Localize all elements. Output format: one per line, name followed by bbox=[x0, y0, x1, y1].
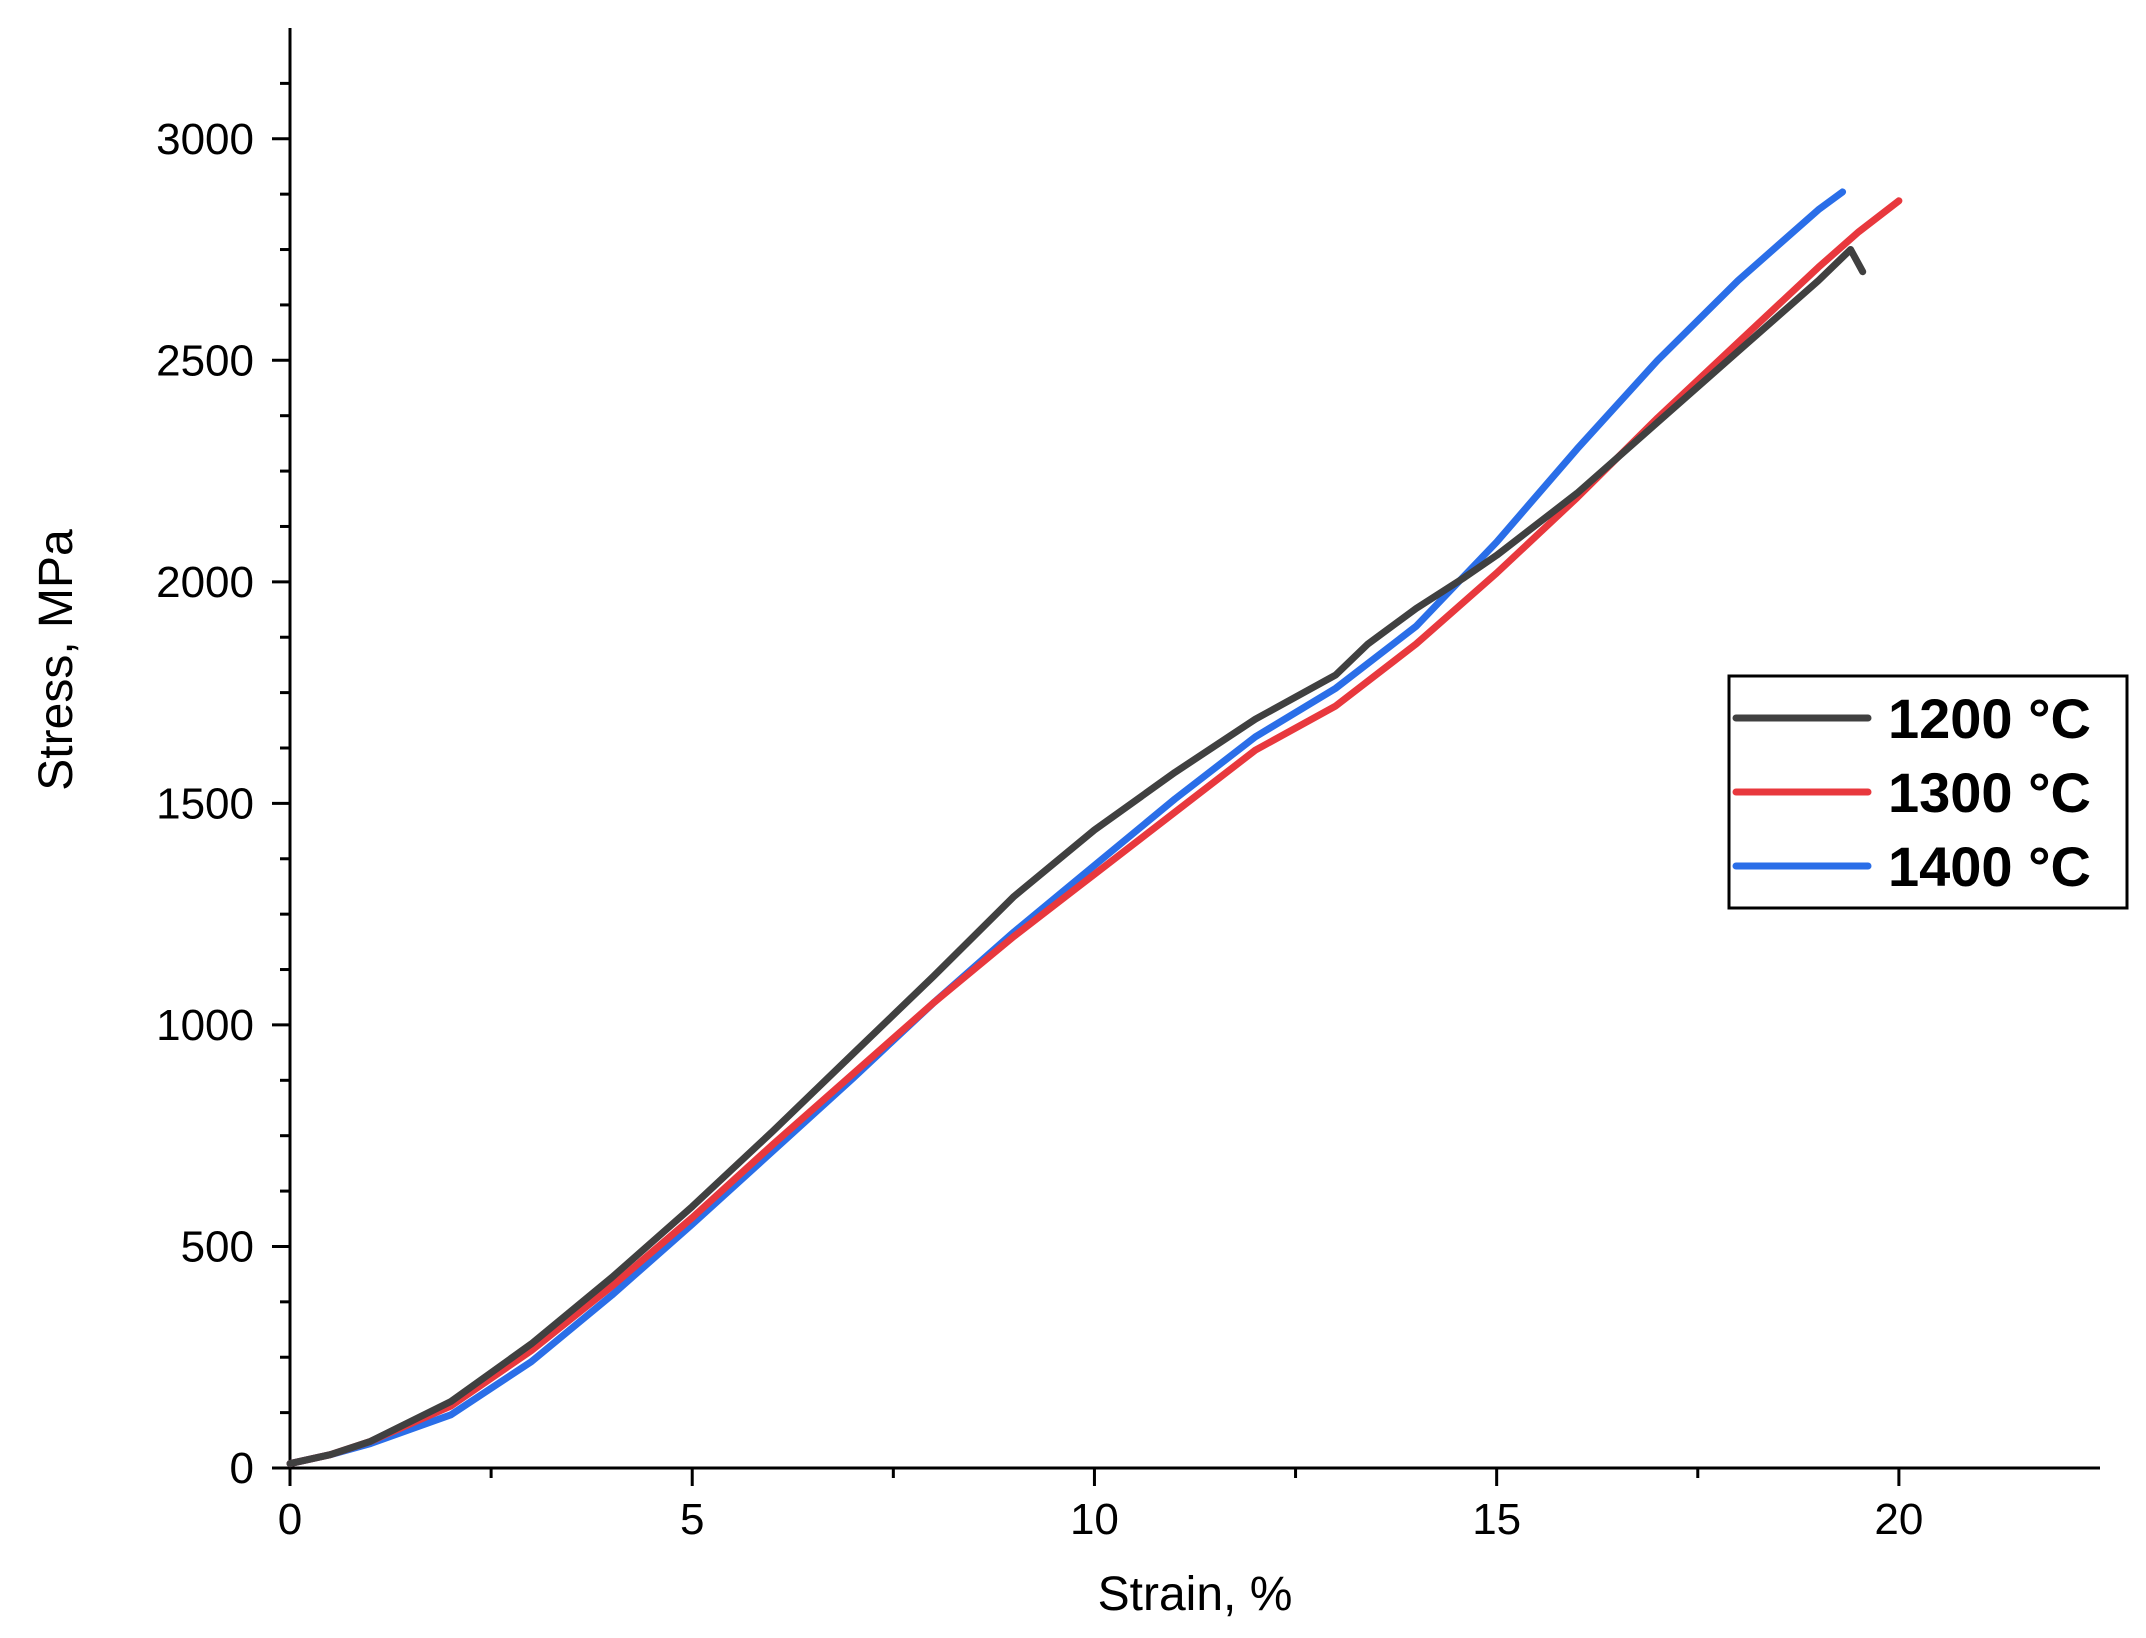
axis-ticks bbox=[272, 81, 1901, 1486]
legend: 1200 °C 1300 °C 1400 °C bbox=[1727, 674, 2129, 910]
x-tick-label: 20 bbox=[1874, 1495, 1923, 1544]
series-line-1300 bbox=[286, 197, 1903, 1468]
y-tick-label: 2000 bbox=[156, 558, 254, 607]
y-tick-label: 0 bbox=[230, 1444, 254, 1493]
y-tick-label: 1500 bbox=[156, 779, 254, 828]
legend-label-1200: 1200 °C bbox=[1888, 687, 2091, 750]
x-tick-label: 0 bbox=[278, 1495, 302, 1544]
y-tick-label: 1000 bbox=[156, 1001, 254, 1050]
data-series bbox=[286, 188, 1903, 1468]
y-tick-label: 2500 bbox=[156, 336, 254, 385]
legend-label-1400: 1400 °C bbox=[1888, 835, 2091, 898]
series-line-1200 bbox=[286, 246, 1867, 1468]
x-tick-label: 10 bbox=[1070, 1495, 1119, 1544]
x-axis-title: Strain, % bbox=[1098, 1568, 1293, 1621]
y-axis-title: Stress, MPa bbox=[30, 529, 83, 791]
y-tick-label: 500 bbox=[181, 1222, 254, 1271]
legend-label-1300: 1300 °C bbox=[1888, 761, 2091, 824]
x-tick-label: 5 bbox=[680, 1495, 704, 1544]
y-tick-label: 3000 bbox=[156, 115, 254, 164]
series-line-1400 bbox=[286, 188, 1847, 1468]
x-tick-label: 15 bbox=[1472, 1495, 1521, 1544]
axis-tick-labels: 0 5 10 15 20 0 500 1000 1500 2000 2500 3000 bbox=[156, 115, 1923, 1544]
